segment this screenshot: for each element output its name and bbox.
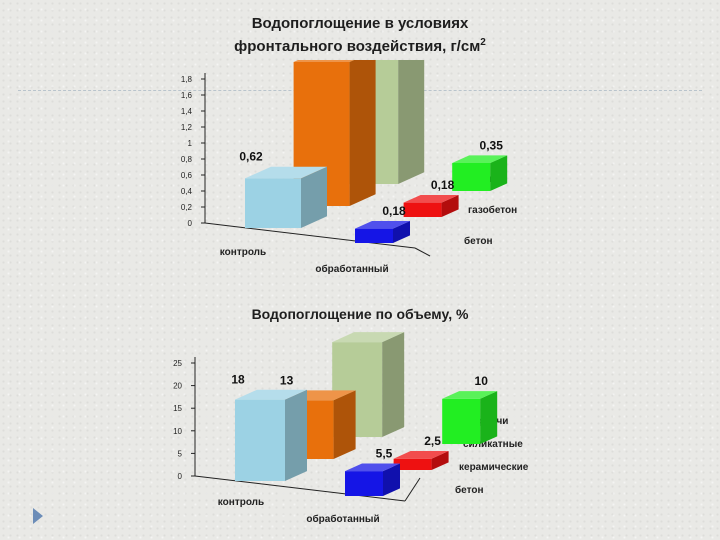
bar-top-face [452,155,508,163]
y-tick-label: 25 [173,359,182,368]
bar-top-face [403,194,459,203]
bar-side-face [393,220,410,243]
next-slide-arrow-icon[interactable] [33,508,43,524]
bar-side-face [333,390,356,459]
bar [245,166,327,228]
y-tick-label: 1,6 [181,91,193,100]
x-category-label: контроль [220,247,266,258]
axes: 0 0,2 0,4 0,6 0,8 1 1,2 1,4 1,6 1,8 [181,73,431,257]
bar-top-face [442,391,498,399]
bar-side-face [301,166,327,228]
bar-front-face [355,228,393,243]
bar-front-face [452,163,491,191]
bar-top-face [235,389,307,400]
bar [345,463,400,496]
bar-front-face [345,471,383,496]
x-category-label: контроль [218,497,264,508]
series-label: керамические [459,462,529,473]
series-label: бетон [464,235,493,247]
y-tick-label: 20 [173,382,182,391]
bars [245,60,508,243]
bar-front-face [442,398,481,444]
axes: 0 5 10 15 20 25 [173,357,421,502]
bar-front-face [403,202,442,217]
bar-top-face [345,463,400,472]
y-tick-label: 1,8 [181,75,193,84]
chart-water-absorption-volume: 0510152025контрольобработанныйкирпичисил… [173,332,529,525]
y-tick-label: 0,4 [181,187,193,196]
chart-water-absorption-frontal: 0 0,2 0,4 0,6 0,8 1 1,2 1,4 1,6 1,8 контроль обрабо… [181,60,517,275]
y-tick-label: 0,2 [181,203,193,212]
x-category-label: обработанный [306,513,379,525]
depth-axis-line [404,477,421,502]
bar-side-face [349,60,376,206]
bar-side-face [382,332,405,437]
data-label: 18 [231,373,245,387]
series-label: силикатные [463,439,523,450]
bar-top-face [332,332,405,343]
bar-top-face [293,60,355,62]
series-label: бетон [455,484,484,496]
series-label: газобетон [468,204,517,216]
x-category-label: обработанный [315,263,388,275]
y-tick-label: 1 [188,139,193,148]
bar-top-face [393,451,449,459]
chart-2-title: Водопоглощение по объему, % [251,306,469,322]
y-tick-label: 1,2 [181,123,193,132]
x-axis-line [204,222,416,249]
bar-front-face [245,178,301,228]
bar-top-face [245,166,327,179]
data-label: 0,18 [382,204,406,218]
bar-side-face [441,194,459,217]
x-axis-line [194,475,406,502]
bar [442,391,498,444]
data-label: 10 [475,374,489,388]
bar [452,155,508,191]
chart-1-title: Водопоглощение в условиях фронтального во… [234,15,486,55]
bar [355,220,410,243]
bar [393,451,449,470]
data-label: 0,18 [431,178,455,192]
y-tick-label: 0,8 [181,155,193,164]
bar [403,194,459,217]
y-tick-label: 10 [173,427,182,436]
bar [235,389,307,481]
data-label: 13 [280,373,294,387]
bar-side-face [431,451,449,470]
y-tick-label: 15 [173,404,182,413]
data-label: 0,35 [480,138,504,152]
y-tick-label: 5 [178,449,183,458]
bar-side-face [398,60,425,184]
bars [235,332,498,496]
data-label: 5,5 [376,446,393,460]
bar-side-face [490,155,508,191]
data-label: 2,5 [424,434,441,448]
y-tick-label: 0 [178,472,183,481]
data-label: 0,62 [239,150,263,164]
bar-front-face [235,399,285,481]
bar-front-face [393,458,432,470]
bar-side-face [383,463,400,496]
y-tick-label: 0,6 [181,171,193,180]
bar-side-face [285,389,307,481]
depth-axis-line [414,247,431,257]
y-tick-label: 1,4 [181,107,193,116]
y-tick-label: 0 [188,219,193,228]
bar-top-face [355,220,410,229]
bar-side-face [480,391,498,444]
